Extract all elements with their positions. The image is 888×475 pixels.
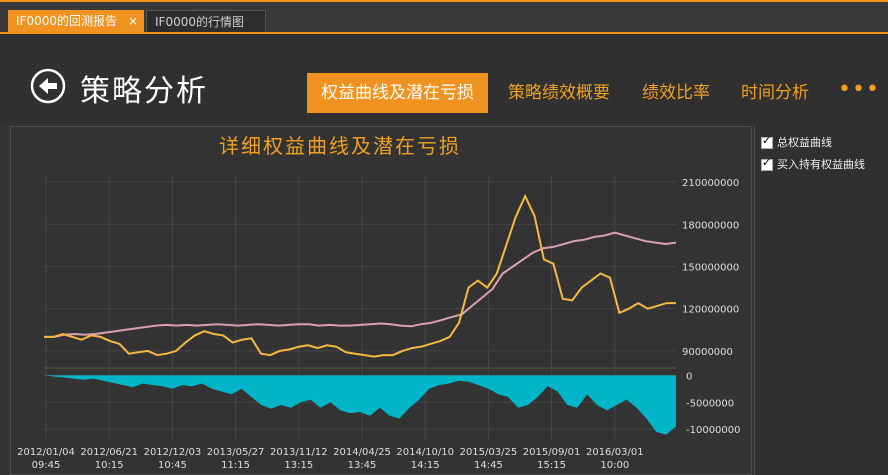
x-tick-label: 10:15	[95, 460, 124, 471]
series-line-buy-hold	[44, 193, 676, 358]
y-tick-label: 210000000	[682, 178, 739, 189]
x-tick-label: 14:45	[474, 460, 503, 471]
back-arrow-icon[interactable]	[30, 68, 66, 104]
x-tick-label: 13:45	[348, 460, 377, 471]
checkbox-label: 总权益曲线	[777, 136, 832, 149]
page-header: 策略分析 权益曲线及潜在亏损 策略绩效概要 绩效比率 时间分析 •••	[0, 34, 888, 124]
chart-title: 详细权益曲线及潜在亏损	[219, 134, 461, 158]
close-icon[interactable]: ×	[127, 14, 138, 28]
y-tick-label: 150000000	[682, 262, 739, 273]
x-tick-label: 2013/11/12	[270, 447, 328, 458]
x-tick-label: 2013/05/27	[207, 447, 265, 458]
x-tick-label: 10:45	[158, 460, 187, 471]
x-tick-label: 2012/12/03	[144, 447, 202, 458]
x-tick-label: 2014/10/10	[396, 447, 454, 458]
tab-market-chart[interactable]: IF0000的行情图	[146, 10, 266, 32]
series-options-panel: 总权益曲线 买入持有权益曲线	[754, 126, 888, 475]
x-tick-label: 2015/09/01	[523, 447, 581, 458]
x-tick-label: 14:15	[411, 460, 440, 471]
series-line-total-equity	[44, 231, 677, 338]
checkbox-icon[interactable]	[761, 156, 773, 171]
checkbox-icon[interactable]	[761, 134, 773, 149]
menu-performance-ratio[interactable]: 绩效比率	[642, 83, 710, 103]
x-tick-label: 2012/06/21	[80, 447, 138, 458]
menu-time-analysis[interactable]: 时间分析	[741, 83, 809, 103]
y-tick-label: -10000000	[686, 425, 741, 436]
x-tick-label: 13:15	[284, 460, 313, 471]
page-title: 策略分析	[80, 74, 208, 109]
x-tick-label: 2012/01/04	[17, 447, 75, 458]
x-tick-label: 2014/04/25	[333, 447, 391, 458]
x-tick-label: 15:15	[537, 460, 566, 471]
menu-equity-curve[interactable]: 权益曲线及潜在亏损	[307, 73, 488, 113]
y-tick-label: 0	[686, 371, 692, 382]
y-tick-label: 120000000	[682, 305, 739, 316]
y-tick-label: 90000000	[682, 347, 733, 358]
y-tick-label: -5000000	[686, 398, 734, 409]
checkbox-label: 买入持有权益曲线	[777, 158, 865, 171]
checkbox-total-equity[interactable]: 总权益曲线	[761, 134, 832, 150]
y-tick-label: 180000000	[682, 220, 739, 231]
tab-label: IF0000的行情图	[155, 15, 244, 29]
x-tick-label: 10:00	[600, 460, 629, 471]
drawdown-area	[44, 375, 676, 435]
tab-backtest-report[interactable]: IF0000的回测报告 ×	[8, 10, 144, 32]
x-tick-label: 11:15	[221, 460, 250, 471]
checkbox-buy-hold[interactable]: 买入持有权益曲线	[761, 156, 865, 172]
x-tick-label: 2015/03/25	[460, 447, 518, 458]
x-tick-label: 09:45	[32, 460, 61, 471]
menu-performance-summary[interactable]: 策略绩效概要	[508, 83, 610, 103]
chart-panel	[10, 126, 752, 475]
more-menu-icon[interactable]: •••	[838, 77, 880, 102]
tab-label: IF0000的回测报告	[16, 14, 117, 28]
x-tick-label: 2016/03/01	[586, 447, 644, 458]
